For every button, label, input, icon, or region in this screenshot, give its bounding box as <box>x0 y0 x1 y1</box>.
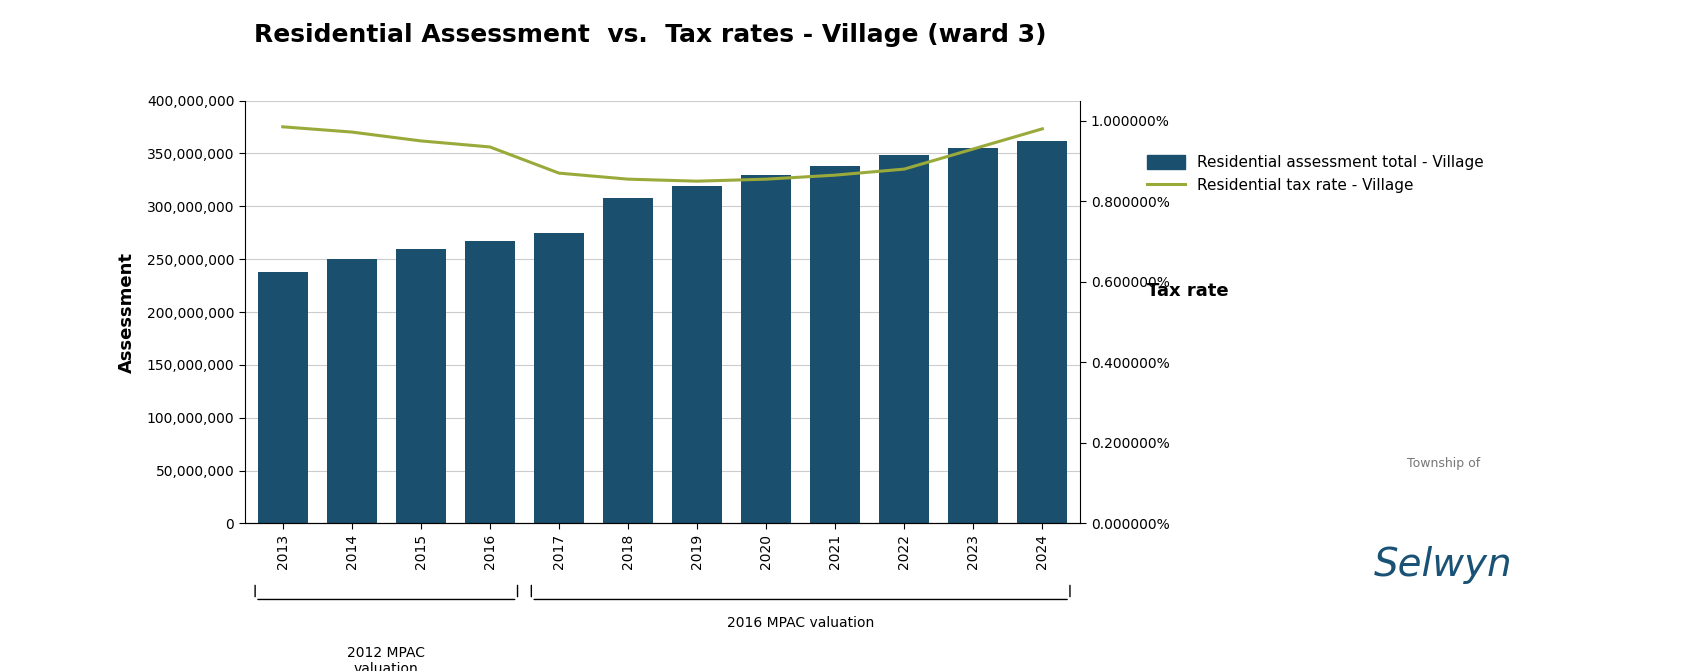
Bar <box>879 154 928 523</box>
Text: Selwyn: Selwyn <box>1374 546 1512 584</box>
Text: Residential Assessment  vs.  Tax rates - Village (ward 3): Residential Assessment vs. Tax rates - V… <box>253 23 1047 48</box>
Text: Tax rate: Tax rate <box>1148 282 1229 300</box>
Bar <box>810 166 859 523</box>
Text: Township of: Township of <box>1406 457 1480 470</box>
Bar <box>533 233 584 523</box>
Text: 2012 MPAC
valuation: 2012 MPAC valuation <box>348 646 425 671</box>
Bar <box>603 198 653 523</box>
Y-axis label: Assessment: Assessment <box>118 252 135 372</box>
Bar <box>949 148 998 523</box>
Bar <box>466 241 515 523</box>
Bar <box>672 187 722 523</box>
Bar <box>327 259 376 523</box>
Bar <box>397 249 446 523</box>
Bar <box>741 174 792 523</box>
Text: 2016 MPAC valuation: 2016 MPAC valuation <box>728 617 874 630</box>
Legend: Residential assessment total - Village, Residential tax rate - Village: Residential assessment total - Village, … <box>1148 155 1484 193</box>
Bar <box>1018 141 1067 523</box>
Bar <box>258 272 307 523</box>
